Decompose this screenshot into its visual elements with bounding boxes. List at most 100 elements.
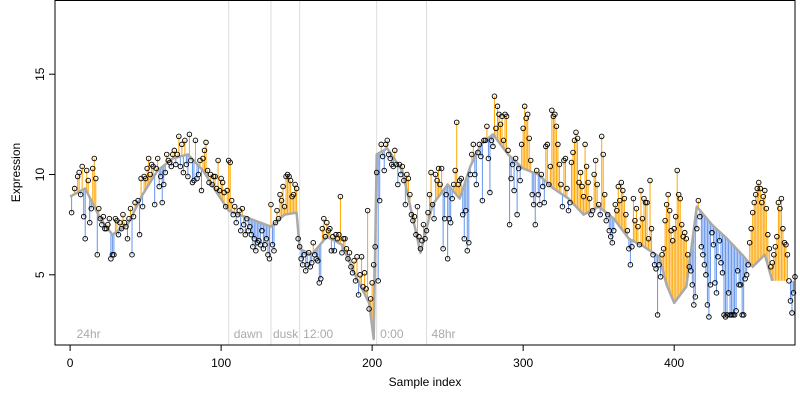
data-point: [376, 197, 383, 204]
data-point: [636, 241, 643, 248]
data-point: [139, 203, 146, 210]
data-point: [642, 199, 649, 206]
data-point: [372, 243, 378, 250]
data-point: [428, 169, 434, 176]
data-point: [452, 167, 458, 174]
data-point: [268, 201, 274, 208]
data-point: [713, 290, 720, 296]
data-point: [231, 203, 238, 210]
data-point: [461, 235, 468, 242]
data-point: [752, 191, 759, 198]
data-point: [447, 219, 454, 226]
data-point: [577, 169, 584, 176]
data-point: [179, 141, 185, 148]
data-point: [349, 270, 356, 276]
data-point: [111, 251, 117, 258]
data-point: [327, 225, 333, 232]
data-point: [315, 258, 321, 264]
data-point: [765, 231, 771, 238]
data-point: [559, 203, 566, 210]
data-point: [733, 308, 739, 314]
data-point: [677, 195, 683, 202]
data-point: [656, 262, 662, 268]
data-point: [627, 262, 634, 268]
data-point: [695, 197, 702, 204]
data-point: [754, 185, 760, 192]
data-point: [743, 272, 750, 278]
data-point: [660, 245, 667, 252]
data-point: [526, 135, 532, 142]
data-point: [345, 256, 351, 262]
data-point: [592, 157, 599, 164]
data-point: [85, 177, 91, 184]
data-point: [375, 278, 381, 284]
data-point: [707, 282, 714, 288]
region-label: dawn: [234, 327, 263, 341]
data-point: [678, 221, 685, 228]
data-point: [185, 173, 191, 180]
data-point: [663, 201, 670, 208]
data-point: [331, 247, 338, 254]
data-point: [710, 241, 717, 248]
data-point: [718, 260, 724, 266]
data-point: [591, 171, 597, 178]
data-point: [82, 235, 88, 242]
data-point: [431, 215, 437, 222]
data-point: [623, 211, 629, 218]
data-point: [485, 155, 492, 162]
data-point: [369, 280, 375, 286]
data-point: [387, 155, 394, 162]
data-point: [740, 312, 747, 318]
data-point: [319, 225, 326, 232]
data-point: [398, 171, 404, 178]
data-point: [568, 159, 575, 166]
data-point: [617, 197, 623, 204]
data-point: [310, 239, 316, 246]
data-point: [393, 161, 400, 168]
data-point: [71, 185, 78, 192]
data-point: [106, 215, 113, 222]
data-point: [612, 201, 619, 208]
data-point: [597, 211, 603, 218]
region-label: dusk: [273, 327, 299, 341]
data-point: [266, 256, 273, 262]
data-point: [449, 195, 455, 202]
data-point: [706, 314, 712, 320]
data-point: [701, 262, 708, 268]
data-point: [669, 237, 676, 244]
data-point: [142, 175, 149, 182]
data-point: [411, 213, 418, 220]
data-point: [212, 173, 218, 180]
data-point: [748, 225, 754, 232]
fit-curve-group: [69, 133, 774, 341]
data-point: [216, 187, 223, 194]
data-point: [367, 296, 374, 302]
x-axis-title: Sample index: [389, 375, 462, 389]
data-point: [120, 211, 126, 218]
data-point: [370, 262, 377, 268]
data-point: [503, 113, 510, 120]
data-point: [308, 260, 315, 266]
data-point: [716, 237, 723, 244]
data-point: [576, 179, 582, 186]
data-point: [422, 235, 428, 242]
data-point: [629, 243, 635, 250]
data-point: [579, 183, 585, 190]
data-point: [712, 280, 718, 286]
data-point: [302, 268, 309, 274]
data-point: [553, 123, 560, 130]
data-point: [363, 286, 369, 292]
data-point: [514, 211, 520, 218]
data-point: [463, 207, 469, 214]
data-point: [583, 163, 590, 170]
data-point: [395, 181, 401, 188]
data-point: [654, 312, 661, 318]
data-point: [666, 207, 673, 214]
region-label: 24hr: [77, 327, 101, 341]
data-point: [565, 207, 572, 214]
data-point: [508, 175, 514, 182]
data-point: [402, 201, 409, 208]
data-point: [540, 183, 546, 190]
data-point: [164, 151, 170, 158]
data-point: [77, 191, 84, 198]
